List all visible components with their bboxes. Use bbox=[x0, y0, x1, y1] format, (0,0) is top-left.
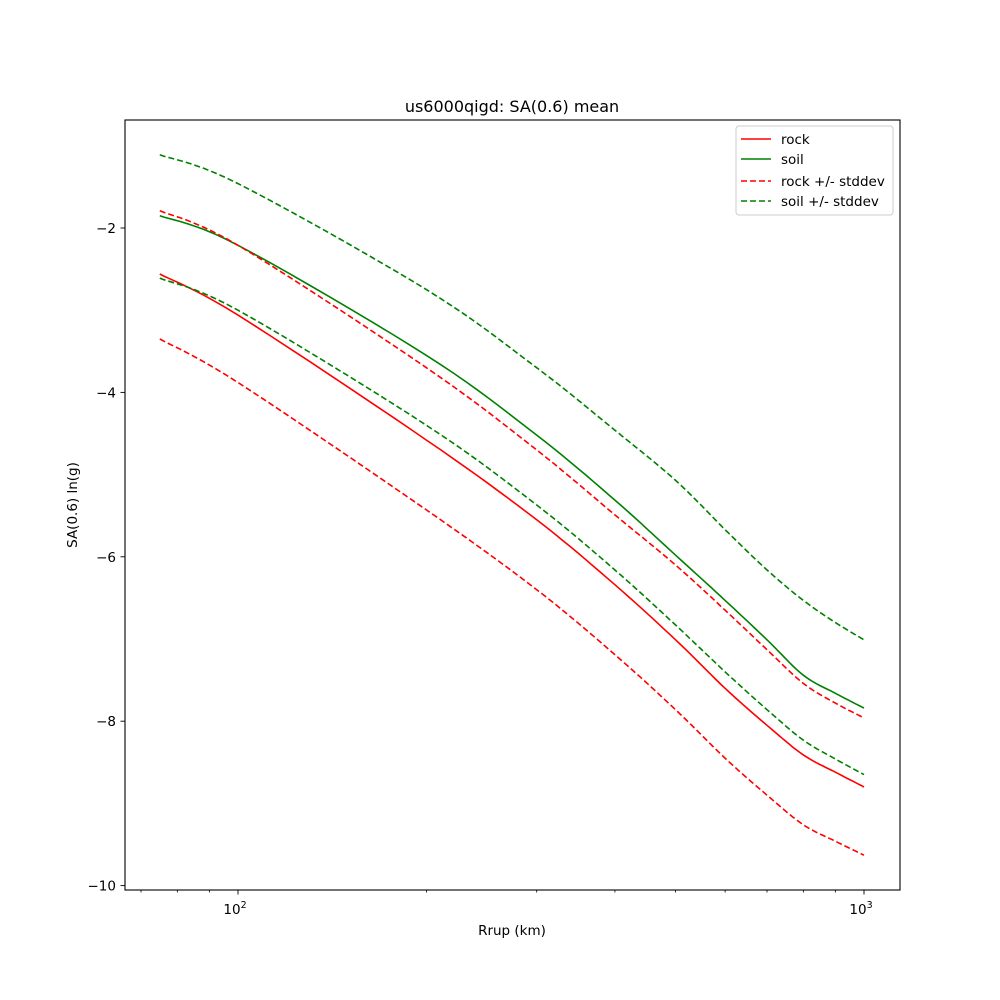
legend-label-rock: rock bbox=[781, 132, 810, 148]
y-axis-ticks: −2 −4 −6 −8 −10 bbox=[88, 221, 125, 895]
y-tick-label: −10 bbox=[88, 879, 117, 895]
plot-frame bbox=[124, 119, 901, 891]
y-tick-label: −8 bbox=[96, 714, 116, 730]
series-line-rock-stddev-3 bbox=[159, 338, 865, 856]
series-line-soil-stddev-5 bbox=[159, 277, 865, 776]
legend-item-rock-stddev: rock +/- stddev bbox=[741, 174, 885, 190]
legend-item-soil: soil bbox=[741, 152, 804, 168]
legend-label-soil-stddev: soil +/- stddev bbox=[781, 194, 879, 210]
legend: rock soil rock +/- stddev soil +/- stdde… bbox=[735, 125, 894, 216]
legend-item-rock: rock bbox=[741, 132, 810, 148]
legend-label-soil: soil bbox=[781, 152, 804, 168]
y-axis-label: SA(0.6) ln(g) bbox=[65, 462, 81, 548]
y-tick-label: −4 bbox=[96, 385, 116, 401]
x-axis-label: Rrup (km) bbox=[478, 923, 546, 939]
series-line-soil-1 bbox=[159, 214, 865, 709]
y-tick-label: −2 bbox=[96, 221, 116, 237]
series-line-rock-stddev-2 bbox=[159, 209, 865, 719]
series-line-soil-stddev-4 bbox=[159, 154, 865, 641]
chart-title: us6000qigd: SA(0.6) mean bbox=[405, 97, 619, 116]
series-line-rock-0 bbox=[159, 273, 865, 788]
legend-label-rock-stddev: rock +/- stddev bbox=[781, 174, 885, 190]
legend-box bbox=[735, 125, 894, 216]
y-tick-label: −6 bbox=[96, 550, 116, 566]
series-layer bbox=[159, 154, 865, 856]
legend-item-soil-stddev: soil +/- stddev bbox=[741, 194, 879, 210]
